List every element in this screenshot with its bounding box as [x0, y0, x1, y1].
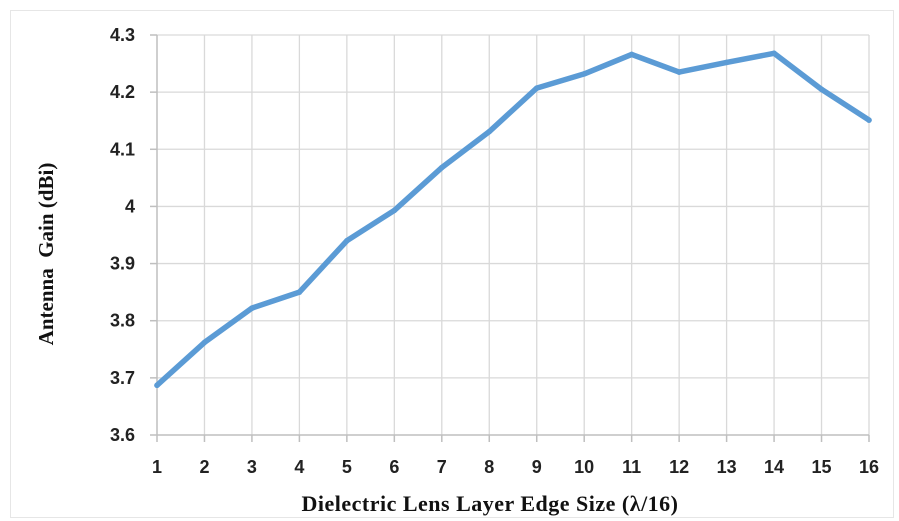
y-tick-label: 3.6 — [110, 425, 135, 445]
x-tick-label: 12 — [669, 457, 689, 477]
x-tick-label: 7 — [437, 457, 447, 477]
x-tick-labels: 1 2 3 4 5 6 7 8 9 10 11 12 13 14 15 16 — [152, 457, 879, 477]
x-tick-label: 16 — [859, 457, 879, 477]
data-point — [818, 86, 825, 93]
x-tick-label: 5 — [342, 457, 352, 477]
y-tick-label: 3.9 — [110, 254, 135, 274]
grid-lines — [157, 34, 870, 435]
y-tick-label: 4.3 — [110, 25, 135, 45]
x-axis-label: Dielectric Lens Layer Edge Size (λ/16) — [301, 491, 678, 516]
y-tick-label: 4.2 — [110, 82, 135, 102]
x-tick-label: 10 — [574, 457, 594, 477]
y-tick-label: 4.1 — [110, 139, 135, 159]
x-tick-label: 1 — [152, 457, 162, 477]
data-point — [581, 71, 587, 77]
series-layer — [154, 50, 872, 389]
data-point — [439, 164, 445, 171]
y-tick-labels: 3.6 3.7 3.8 3.9 4 4.1 4.2 4.3 — [110, 25, 135, 445]
series-line — [154, 50, 872, 389]
data-point — [866, 117, 872, 123]
data-point — [676, 69, 682, 75]
y-tick-label: 3.8 — [110, 311, 135, 331]
x-tick-label: 13 — [717, 457, 737, 477]
data-point — [201, 339, 208, 346]
y-tick-label: 4 — [125, 196, 135, 216]
x-tick-label: 15 — [812, 457, 832, 477]
data-point — [486, 128, 493, 135]
data-point — [296, 289, 303, 295]
x-tick-label: 8 — [484, 457, 494, 477]
y-tick-label: 3.7 — [110, 368, 135, 388]
data-point — [628, 51, 635, 58]
data-point — [391, 207, 398, 214]
chart-frame — [10, 10, 894, 518]
x-tick-label: 4 — [294, 457, 304, 477]
data-point — [771, 50, 777, 57]
data-point — [249, 305, 255, 311]
data-point — [344, 237, 350, 244]
x-tick-label: 11 — [622, 457, 641, 477]
axes — [150, 34, 870, 442]
data-point — [533, 85, 540, 91]
data-point — [723, 59, 730, 66]
y-axis-label: Antenna Gain (dBi) — [34, 163, 58, 346]
x-tick-label: 9 — [532, 457, 542, 477]
data-point — [154, 382, 160, 389]
x-tick-label: 3 — [247, 457, 257, 477]
x-tick-label: 14 — [764, 457, 784, 477]
x-tick-label: 2 — [199, 457, 209, 477]
x-tick-label: 6 — [389, 457, 399, 477]
